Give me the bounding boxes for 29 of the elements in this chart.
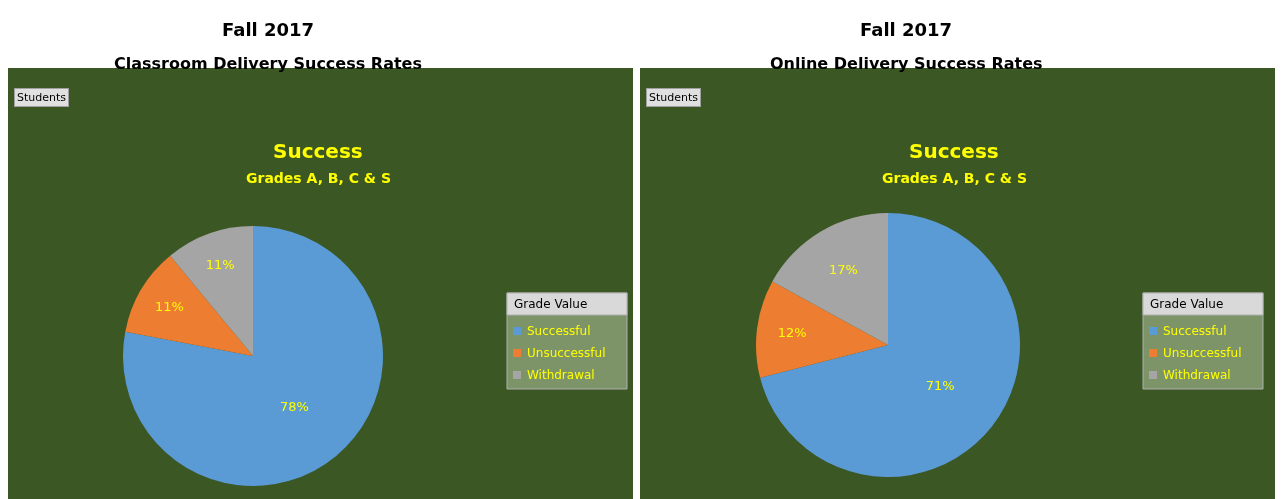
chart-subtitle: Classroom Delivery Success Rates: [114, 54, 422, 73]
data-label: 12%: [777, 325, 807, 341]
legend-label: Withdrawal: [1163, 368, 1231, 382]
data-label: 78%: [279, 398, 309, 414]
text: Success: [273, 139, 363, 163]
text: Students: [649, 91, 699, 104]
text: Grades A, B, C & S: [882, 170, 1028, 186]
text: Grades A, B, C & S: [246, 170, 392, 186]
chart-subtitle: Online Delivery Success Rates: [770, 54, 1043, 73]
chart-title: Fall 2017: [222, 19, 315, 40]
legend-label: Withdrawal: [527, 368, 595, 382]
data-label: 11%: [154, 299, 184, 315]
legend-label: Successful: [527, 324, 591, 338]
data-label: 71%: [925, 377, 955, 393]
legend-label: Successful: [1163, 324, 1227, 338]
pie-slice: [756, 281, 888, 378]
pie-slice: [125, 255, 253, 356]
pie-slice: [772, 213, 888, 345]
text: Success: [909, 139, 999, 163]
legend-title: Grade Value: [514, 297, 588, 311]
pie-slice: [123, 226, 383, 486]
legend-label: Unsuccessful: [527, 346, 606, 360]
legend-label: Unsuccessful: [1163, 346, 1242, 360]
text: Students: [17, 91, 67, 104]
data-label: 17%: [829, 262, 858, 278]
pie-slice: [760, 213, 1020, 477]
chart-title: Fall 2017: [860, 19, 953, 40]
legend-title: Grade Value: [1150, 297, 1224, 311]
data-label: 11%: [205, 257, 235, 273]
